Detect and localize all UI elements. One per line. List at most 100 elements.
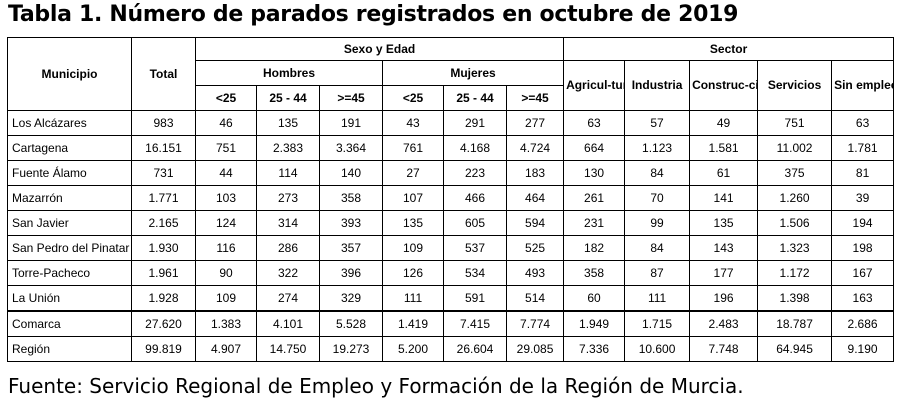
cell-hombres: 90	[195, 260, 257, 286]
header-agricultura: Agricul-tura	[563, 60, 626, 111]
header-sexo-edad: Sexo y Edad	[194, 37, 565, 61]
cell-hombres: 1.383	[195, 310, 257, 337]
cell-sector: 63	[563, 110, 626, 136]
header-construccion: Construc-ción	[689, 60, 759, 111]
cell-sector: 99	[624, 210, 691, 236]
header-hombres: Hombres	[195, 60, 383, 86]
cell-sector: 49	[689, 110, 759, 136]
cell-sector: 61	[689, 160, 759, 186]
header-mujeres-ge45: >=45	[505, 85, 565, 111]
cell-sector: 1.172	[757, 260, 833, 286]
cell-sector: 63	[831, 110, 895, 136]
cell-hombres: 116	[195, 235, 257, 261]
cell-sector: 1.949	[563, 310, 626, 337]
header-industria: Industria	[624, 60, 691, 111]
header-hombres-lt25: <25	[195, 85, 257, 111]
header-municipio: Municipio	[7, 37, 132, 111]
cell-hombres: 44	[195, 160, 257, 186]
cell-total: 1.961	[131, 260, 196, 286]
cell-hombres: 4.101	[256, 310, 320, 337]
cell-mujeres: 126	[382, 260, 444, 286]
cell-mujeres: 29.085	[505, 336, 565, 362]
cell-sector: 177	[689, 260, 759, 286]
cell-sector: 81	[831, 160, 895, 186]
cell-hombres: 191	[319, 110, 383, 136]
header-agricultura-text: Agricul-tura	[566, 78, 624, 92]
cell-sector: 231	[563, 210, 626, 236]
cell-mujeres: 109	[382, 235, 444, 261]
cell-municipio: Fuente Álamo	[7, 160, 132, 186]
cell-sector: 143	[689, 235, 759, 261]
cell-sector: 84	[624, 160, 691, 186]
cell-sector: 141	[689, 185, 759, 211]
cell-hombres: 46	[195, 110, 257, 136]
header-servicios: Servicios	[757, 60, 833, 111]
cell-municipio: Cartagena	[7, 135, 132, 161]
cell-sector: 1.781	[831, 135, 895, 161]
cell-mujeres: 1.419	[382, 310, 444, 337]
cell-sector: 1.581	[689, 135, 759, 161]
cell-hombres: 393	[319, 210, 383, 236]
cell-municipio: Torre-Pacheco	[7, 260, 132, 286]
cell-hombres: 135	[256, 110, 320, 136]
cell-sector: 70	[624, 185, 691, 211]
cell-sector: 2.483	[689, 310, 759, 337]
cell-sector: 135	[689, 210, 759, 236]
cell-sector: 261	[563, 185, 626, 211]
cell-mujeres: 111	[382, 285, 444, 312]
cell-mujeres: 4.724	[505, 135, 565, 161]
cell-mujeres: 605	[443, 210, 507, 236]
table-row: Cartagena 16.151 751 2.383 3.364 761 4.168 4.72…	[7, 135, 895, 161]
header-hombres-25-44: 25 - 44	[256, 85, 320, 111]
table-row: Región 99.819 4.907 14.750 19.273 5.200 26.604…	[7, 336, 895, 362]
header-hombres-ge45: >=45	[319, 85, 383, 111]
cell-hombres: 274	[256, 285, 320, 312]
cell-mujeres: 107	[382, 185, 444, 211]
cell-mujeres: 464	[505, 185, 565, 211]
cell-hombres: 103	[195, 185, 257, 211]
cell-mujeres: 7.774	[505, 310, 565, 337]
cell-sector: 87	[624, 260, 691, 286]
cell-hombres: 314	[256, 210, 320, 236]
cell-sector: 375	[757, 160, 833, 186]
header-sector: Sector	[563, 37, 895, 61]
cell-total: 983	[131, 110, 196, 136]
cell-municipio: Los Alcázares	[7, 110, 132, 136]
parados-table: Municipio Total Sexo y Edad Sector Hombr…	[7, 37, 895, 362]
cell-municipio: Región	[7, 336, 132, 362]
cell-sector: 9.190	[831, 336, 895, 362]
cell-sector: 60	[563, 285, 626, 312]
cell-hombres: 396	[319, 260, 383, 286]
cell-sector: 39	[831, 185, 895, 211]
cell-hombres: 109	[195, 285, 257, 312]
cell-sector: 1.323	[757, 235, 833, 261]
cell-total: 1.928	[131, 285, 196, 312]
cell-sector: 1.260	[757, 185, 833, 211]
table-row: Los Alcázares 983 46 135 191 43 291 277 63 57 49 75…	[7, 110, 895, 136]
table-body: Los Alcázares 983 46 135 191 43 291 277 63 57 49 75…	[7, 110, 895, 362]
cell-mujeres: 514	[505, 285, 565, 312]
header-sin-empleo: Sin empleo anterior	[831, 60, 895, 111]
cell-sector: 7.748	[689, 336, 759, 362]
cell-sector: 2.686	[831, 310, 895, 337]
cell-sector: 1.715	[624, 310, 691, 337]
cell-hombres: 2.383	[256, 135, 320, 161]
cell-hombres: 751	[195, 135, 257, 161]
cell-total: 1.771	[131, 185, 196, 211]
cell-municipio: San Javier	[7, 210, 132, 236]
cell-sector: 198	[831, 235, 895, 261]
table-row: Mazarrón 1.771 103 273 358 107 466 464 261 70 141 1…	[7, 185, 895, 211]
cell-sector: 64.945	[757, 336, 833, 362]
header-construccion-text: Construc-ción	[692, 78, 757, 92]
cell-sector: 84	[624, 235, 691, 261]
cell-sector: 751	[757, 110, 833, 136]
cell-mujeres: 183	[505, 160, 565, 186]
cell-sector: 10.600	[624, 336, 691, 362]
cell-sector: 358	[563, 260, 626, 286]
table-row: Comarca 27.620 1.383 4.101 5.528 1.419 7.415 7.…	[7, 310, 895, 337]
table-row: San Javier 2.165 124 314 393 135 605 594 231 99 13…	[7, 210, 895, 236]
table-title: Tabla 1. Número de parados registrados e…	[8, 2, 739, 27]
cell-hombres: 358	[319, 185, 383, 211]
cell-hombres: 114	[256, 160, 320, 186]
cell-mujeres: 466	[443, 185, 507, 211]
